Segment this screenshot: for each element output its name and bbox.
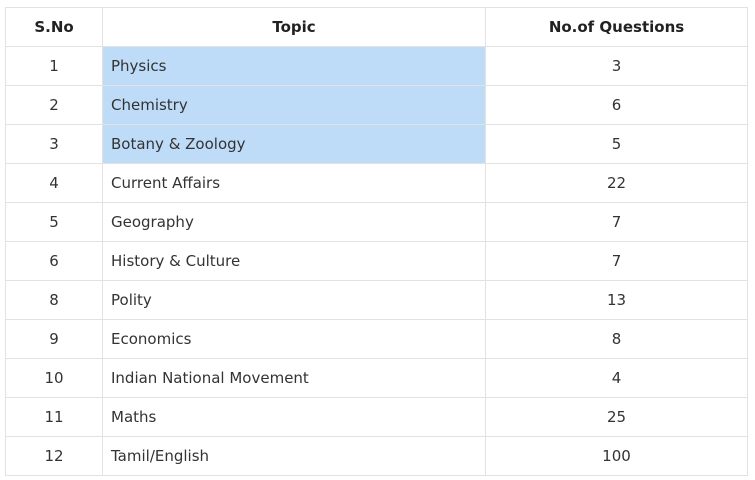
table-container: S.No Topic No.of Questions 1 Physics 3 2… — [5, 7, 748, 476]
row-topic: History & Culture — [102, 241, 486, 281]
row-sno: 9 — [5, 319, 103, 359]
row-sno: 4 — [5, 163, 103, 203]
row-questions: 6 — [485, 85, 748, 125]
table-row: 8 Polity 13 — [5, 280, 748, 320]
questions-table: S.No Topic No.of Questions 1 Physics 3 2… — [5, 7, 748, 476]
row-topic: Chemistry — [102, 85, 486, 125]
table-row: 2 Chemistry 6 — [5, 85, 748, 125]
row-topic: Economics — [102, 319, 486, 359]
row-questions: 7 — [485, 241, 748, 281]
row-questions: 4 — [485, 358, 748, 398]
row-sno: 8 — [5, 280, 103, 320]
table-row: 10 Indian National Movement 4 — [5, 358, 748, 398]
row-topic: Geography — [102, 202, 486, 242]
table-row: 1 Physics 3 — [5, 46, 748, 86]
row-topic: Indian National Movement — [102, 358, 486, 398]
table-row: 9 Economics 8 — [5, 319, 748, 359]
table-row: 12 Tamil/English 100 — [5, 436, 748, 476]
header-topic: Topic — [102, 7, 486, 47]
row-questions: 22 — [485, 163, 748, 203]
header-questions: No.of Questions — [485, 7, 748, 47]
table-row: 11 Maths 25 — [5, 397, 748, 437]
row-sno: 5 — [5, 202, 103, 242]
row-sno: 12 — [5, 436, 103, 476]
row-questions: 13 — [485, 280, 748, 320]
table-row: 3 Botany & Zoology 5 — [5, 124, 748, 164]
row-questions: 5 — [485, 124, 748, 164]
row-topic: Botany & Zoology — [102, 124, 486, 164]
table-row: 4 Current Affairs 22 — [5, 163, 748, 203]
row-topic: Physics — [102, 46, 486, 86]
row-topic: Polity — [102, 280, 486, 320]
table-row: 5 Geography 7 — [5, 202, 748, 242]
row-topic: Maths — [102, 397, 486, 437]
row-sno: 2 — [5, 85, 103, 125]
row-sno: 10 — [5, 358, 103, 398]
row-sno: 6 — [5, 241, 103, 281]
row-sno: 11 — [5, 397, 103, 437]
row-questions: 8 — [485, 319, 748, 359]
table-header-row: S.No Topic No.of Questions — [5, 7, 748, 47]
row-sno: 1 — [5, 46, 103, 86]
table-row: 6 History & Culture 7 — [5, 241, 748, 281]
row-sno: 3 — [5, 124, 103, 164]
row-questions: 7 — [485, 202, 748, 242]
row-questions: 25 — [485, 397, 748, 437]
row-questions: 100 — [485, 436, 748, 476]
row-topic: Tamil/English — [102, 436, 486, 476]
row-topic: Current Affairs — [102, 163, 486, 203]
row-questions: 3 — [485, 46, 748, 86]
header-sno: S.No — [5, 7, 103, 47]
